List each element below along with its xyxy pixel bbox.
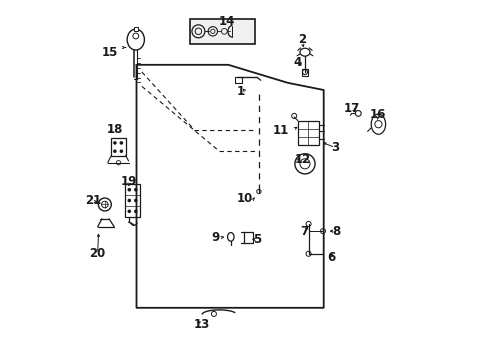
Circle shape — [113, 141, 117, 145]
Bar — [111, 138, 125, 156]
Text: 10: 10 — [236, 192, 252, 205]
Text: 12: 12 — [294, 153, 310, 166]
Text: 8: 8 — [332, 225, 340, 238]
Circle shape — [120, 141, 123, 145]
Circle shape — [127, 210, 131, 213]
Bar — [235, 77, 242, 83]
Text: 1: 1 — [236, 85, 244, 98]
Text: 5: 5 — [252, 233, 261, 246]
Bar — [125, 184, 140, 217]
Circle shape — [134, 199, 137, 202]
Bar — [133, 27, 138, 31]
Text: 13: 13 — [194, 318, 210, 330]
Circle shape — [127, 199, 131, 202]
Text: 11: 11 — [272, 124, 288, 137]
Circle shape — [134, 188, 137, 192]
Text: 20: 20 — [89, 247, 105, 260]
Text: 2: 2 — [297, 33, 305, 46]
Bar — [190, 19, 255, 44]
Text: 3: 3 — [330, 141, 338, 154]
Bar — [297, 121, 318, 145]
Circle shape — [134, 210, 137, 213]
Circle shape — [127, 188, 131, 192]
Text: 16: 16 — [369, 108, 385, 121]
Text: 14: 14 — [219, 15, 235, 28]
Text: 19: 19 — [120, 175, 137, 188]
Text: 17: 17 — [343, 102, 359, 114]
Text: 6: 6 — [326, 251, 335, 264]
Text: 9: 9 — [211, 231, 220, 244]
Circle shape — [113, 149, 117, 153]
Bar — [302, 69, 307, 76]
Text: 7: 7 — [300, 225, 308, 238]
Text: 18: 18 — [106, 123, 122, 136]
Text: 15: 15 — [101, 46, 118, 59]
Text: 21: 21 — [85, 194, 101, 207]
Circle shape — [120, 149, 123, 153]
Text: 4: 4 — [293, 57, 301, 69]
